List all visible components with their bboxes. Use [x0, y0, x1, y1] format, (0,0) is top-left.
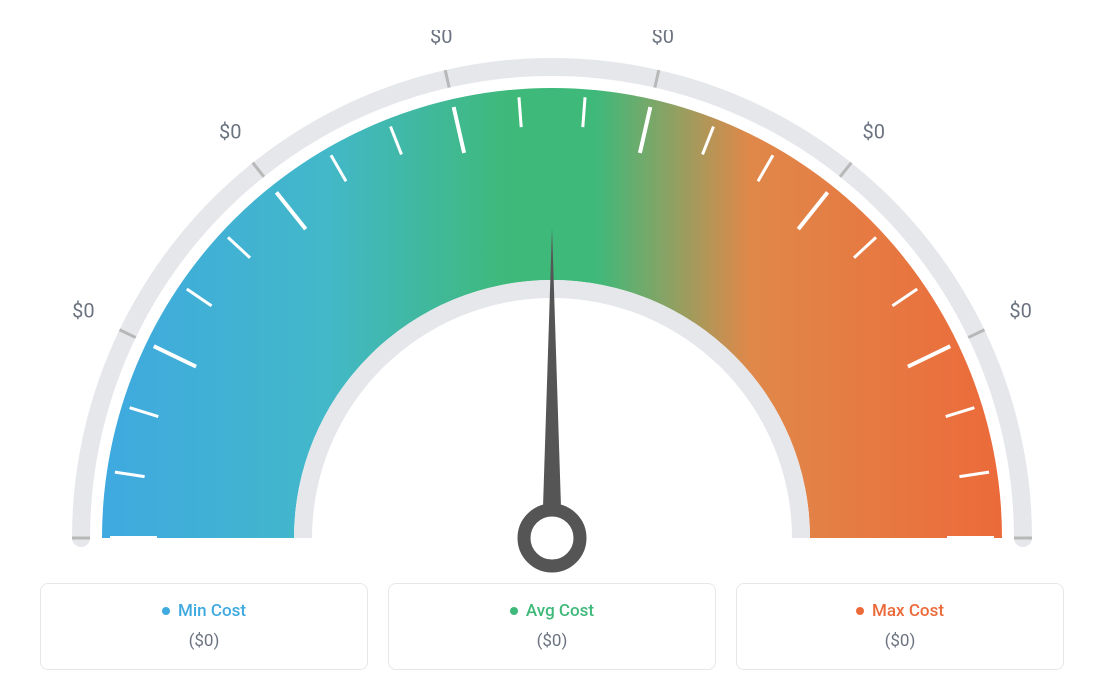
gauge-tick-label: $0 — [430, 30, 452, 48]
legend-label-text: Min Cost — [178, 601, 246, 621]
legend-box-avg: Avg Cost ($0) — [388, 583, 716, 670]
legend-box-min: Min Cost ($0) — [40, 583, 368, 670]
legend-value: ($0) — [61, 631, 347, 651]
gauge-chart: $0$0$0$0$0$0$0$0 — [52, 30, 1052, 570]
legend-row: Min Cost ($0) Avg Cost ($0) Max Cost ($0… — [0, 583, 1104, 670]
gauge-tick-label: $0 — [862, 120, 884, 144]
legend-dot-icon — [162, 607, 170, 615]
gauge-tick-label: $0 — [651, 30, 673, 48]
legend-box-max: Max Cost ($0) — [736, 583, 1064, 670]
legend-label: Avg Cost — [510, 601, 594, 621]
gauge-svg: $0$0$0$0$0$0$0$0 — [52, 30, 1052, 590]
legend-label: Min Cost — [162, 601, 246, 621]
gauge-tick-label: $0 — [219, 120, 241, 144]
legend-label-text: Max Cost — [872, 601, 944, 621]
legend-value: ($0) — [409, 631, 695, 651]
gauge-tick-label: $0 — [72, 299, 94, 323]
legend-value: ($0) — [757, 631, 1043, 651]
gauge-needle-hub — [524, 510, 580, 566]
legend-dot-icon — [510, 607, 518, 615]
gauge-tick-label: $0 — [1009, 299, 1031, 323]
legend-label: Max Cost — [856, 601, 944, 621]
legend-label-text: Avg Cost — [526, 601, 594, 621]
legend-dot-icon — [856, 607, 864, 615]
